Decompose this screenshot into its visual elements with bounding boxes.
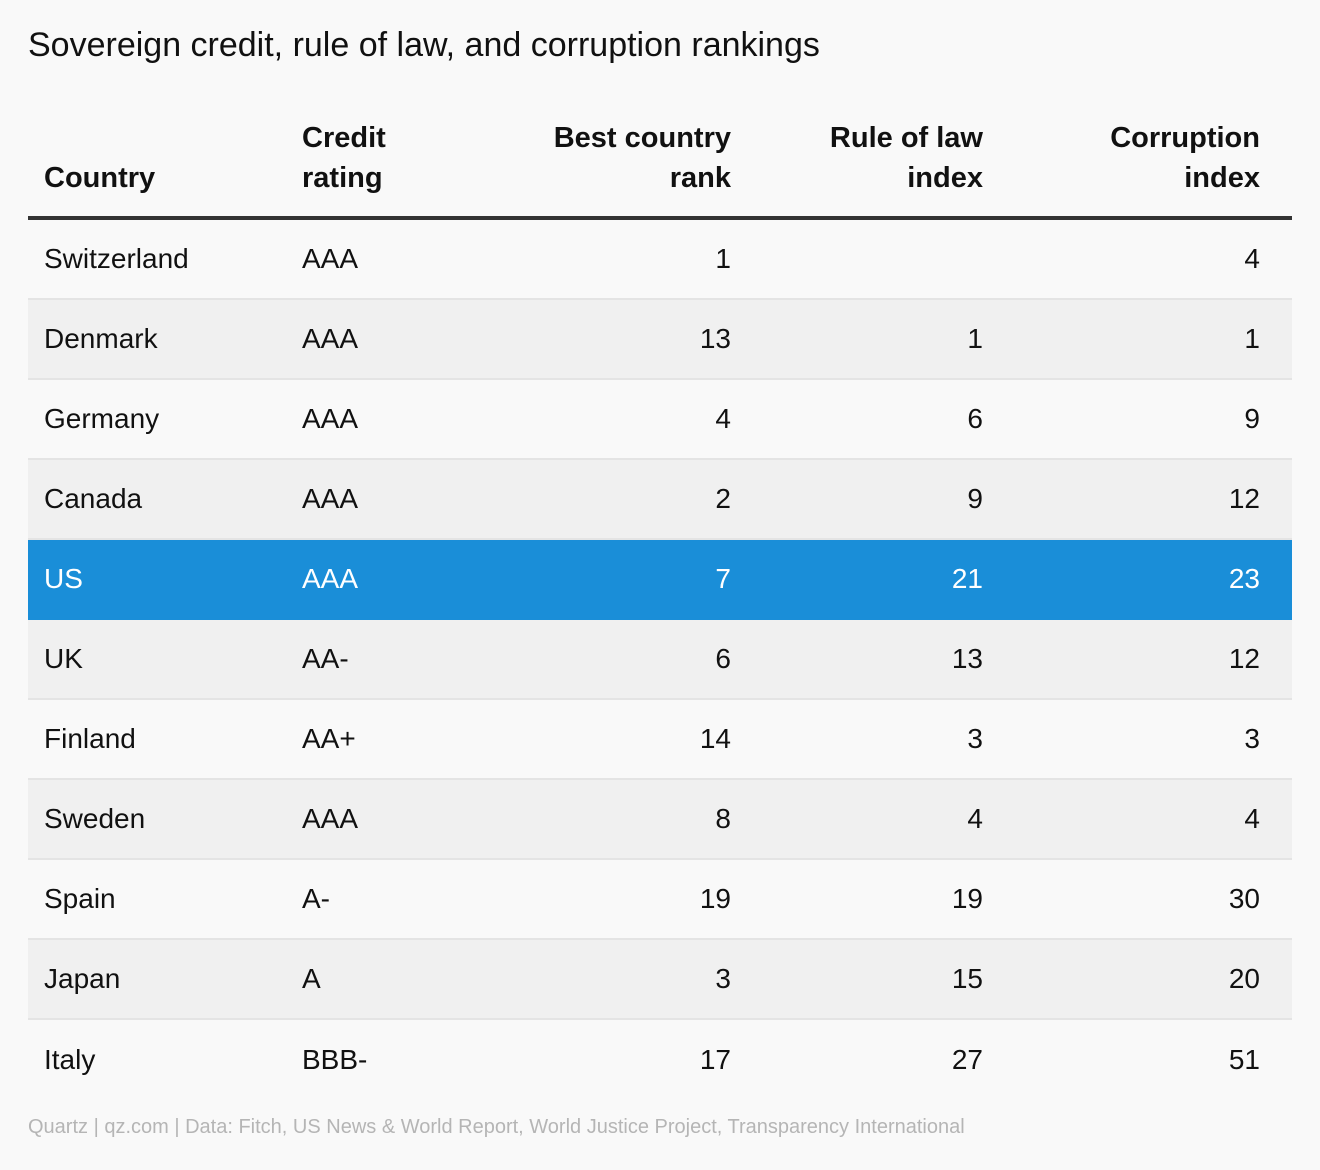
cell-country: US bbox=[44, 563, 83, 594]
cell-credit-rating: AA+ bbox=[302, 723, 356, 754]
cell-country: Japan bbox=[44, 963, 121, 994]
cell-country: Denmark bbox=[44, 323, 158, 354]
table-row: Canada AAA 2 9 12 bbox=[28, 460, 1292, 540]
header-credit-rating-line1: Credit bbox=[302, 122, 386, 154]
cell-best-country-rank: 7 bbox=[715, 563, 731, 594]
cell-credit-rating: A bbox=[302, 963, 321, 994]
header-credit-rating: Credit rating bbox=[286, 118, 488, 216]
cell-corruption-index: 51 bbox=[1228, 1044, 1260, 1075]
table-row: Denmark AAA 13 1 1 bbox=[28, 300, 1292, 380]
rankings-table: Country Credit rating Best country rank … bbox=[28, 110, 1292, 1100]
cell-country: Germany bbox=[44, 403, 160, 434]
header-rule-of-law-index-line1: Rule of law bbox=[829, 122, 983, 154]
cell-country: Spain bbox=[44, 883, 116, 914]
cell-corruption-index: 23 bbox=[1228, 563, 1260, 594]
cell-best-country-rank: 8 bbox=[715, 803, 731, 834]
cell-rule-of-law-index: 21 bbox=[951, 563, 983, 594]
cell-credit-rating: AAA bbox=[302, 803, 359, 834]
cell-country: Canada bbox=[44, 483, 143, 514]
table-row: Germany AAA 4 6 9 bbox=[28, 380, 1292, 460]
cell-credit-rating: AA- bbox=[302, 643, 349, 674]
cell-rule-of-law-index: 9 bbox=[967, 483, 983, 514]
header-best-country-rank-line2: rank bbox=[669, 162, 731, 194]
table-row: Finland AA+ 14 3 3 bbox=[28, 700, 1292, 780]
cell-best-country-rank: 17 bbox=[699, 1044, 731, 1075]
header-corruption-index-line1: Corruption bbox=[1110, 122, 1260, 154]
cell-corruption-index: 4 bbox=[1244, 803, 1260, 834]
header-corruption-index-line2: index bbox=[1184, 162, 1260, 194]
cell-country: Finland bbox=[44, 723, 136, 754]
cell-best-country-rank: 3 bbox=[715, 963, 731, 994]
cell-credit-rating: BBB- bbox=[302, 1044, 368, 1075]
cell-best-country-rank: 13 bbox=[699, 323, 731, 354]
cell-corruption-index: 20 bbox=[1228, 963, 1260, 994]
cell-corruption-index: 12 bbox=[1228, 483, 1260, 514]
header-rule-of-law-index-line2: index bbox=[907, 162, 983, 194]
cell-best-country-rank: 19 bbox=[699, 883, 731, 914]
table-body: Switzerland AAA 1 4 Denmark AAA 13 1 1 G… bbox=[28, 220, 1292, 1100]
cell-rule-of-law-index: 27 bbox=[951, 1044, 983, 1075]
cell-rule-of-law-index: 1 bbox=[967, 323, 983, 354]
cell-country: Italy bbox=[44, 1044, 96, 1075]
cell-credit-rating: AAA bbox=[302, 483, 359, 514]
cell-credit-rating: AAA bbox=[302, 563, 359, 594]
table-row: Japan A 3 15 20 bbox=[28, 940, 1292, 1020]
table-row: Sweden AAA 8 4 4 bbox=[28, 780, 1292, 860]
cell-rule-of-law-index: 19 bbox=[951, 883, 983, 914]
cell-best-country-rank: 4 bbox=[715, 403, 731, 434]
cell-country: UK bbox=[44, 643, 83, 674]
table-header: Country Credit rating Best country rank … bbox=[28, 110, 1292, 220]
header-corruption-index: Corruption index bbox=[983, 118, 1276, 216]
cell-corruption-index: 1 bbox=[1244, 323, 1260, 354]
cell-country: Switzerland bbox=[44, 243, 189, 274]
cell-credit-rating: AAA bbox=[302, 403, 359, 434]
cell-corruption-index: 12 bbox=[1228, 643, 1260, 674]
cell-corruption-index: 3 bbox=[1244, 723, 1260, 754]
cell-best-country-rank: 2 bbox=[715, 483, 731, 514]
cell-credit-rating: AAA bbox=[302, 323, 359, 354]
cell-rule-of-law-index: 3 bbox=[967, 723, 983, 754]
table-row: Spain A- 19 19 30 bbox=[28, 860, 1292, 940]
cell-best-country-rank: 14 bbox=[699, 723, 731, 754]
header-credit-rating-line2: rating bbox=[302, 162, 383, 194]
table-row-highlighted: US AAA 7 21 23 bbox=[28, 540, 1292, 620]
cell-corruption-index: 4 bbox=[1244, 243, 1260, 274]
table-row: Switzerland AAA 1 4 bbox=[28, 220, 1292, 300]
header-best-country-rank-line1: Best country bbox=[553, 122, 731, 154]
header-best-country-rank: Best country rank bbox=[488, 118, 731, 216]
cell-corruption-index: 30 bbox=[1228, 883, 1260, 914]
table-title: Sovereign credit, rule of law, and corru… bbox=[28, 26, 820, 64]
cell-credit-rating: A- bbox=[302, 883, 330, 914]
cell-best-country-rank: 1 bbox=[715, 243, 731, 274]
source-credit: Quartz | qz.com | Data: Fitch, US News &… bbox=[28, 1116, 965, 1138]
cell-best-country-rank: 6 bbox=[715, 643, 731, 674]
cell-rule-of-law-index: 15 bbox=[951, 963, 983, 994]
cell-rule-of-law-index: 4 bbox=[967, 803, 983, 834]
table-row: UK AA- 6 13 12 bbox=[28, 620, 1292, 700]
cell-country: Sweden bbox=[44, 803, 146, 834]
header-country-line2: Country bbox=[44, 162, 156, 194]
cell-rule-of-law-index: 13 bbox=[951, 643, 983, 674]
header-country: Country bbox=[28, 158, 286, 216]
cell-rule-of-law-index: 6 bbox=[967, 403, 983, 434]
cell-credit-rating: AAA bbox=[302, 243, 359, 274]
cell-corruption-index: 9 bbox=[1244, 403, 1260, 434]
header-rule-of-law-index: Rule of law index bbox=[731, 118, 983, 216]
table-row: Italy BBB- 17 27 51 bbox=[28, 1020, 1292, 1100]
